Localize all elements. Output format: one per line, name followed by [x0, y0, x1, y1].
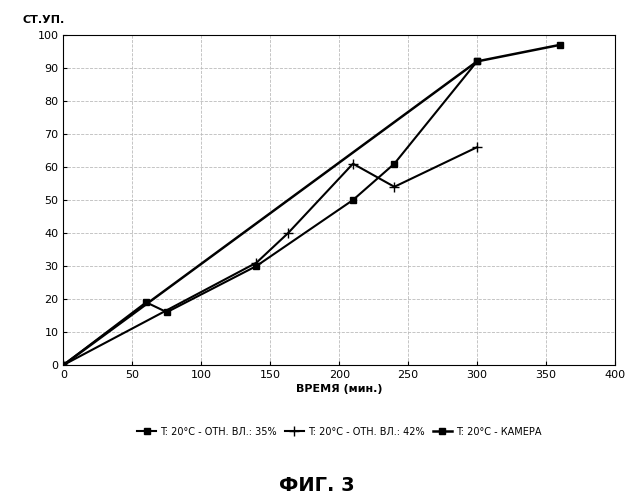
T: 20°C - ОТН. ВЛ.: 42%: (240, 54): 20°C - ОТН. ВЛ.: 42%: (240, 54) [391, 184, 398, 190]
T: 20°C - КАМЕРА: (360, 97): 20°C - КАМЕРА: (360, 97) [556, 42, 564, 48]
Line: T: 20°C - ОТН. ВЛ.: 42%: T: 20°C - ОТН. ВЛ.: 42% [58, 142, 482, 370]
T: 20°C - ОТН. ВЛ.: 35%: (240, 61): 20°C - ОТН. ВЛ.: 35%: (240, 61) [391, 160, 398, 166]
T: 20°C - ОТН. ВЛ.: 42%: (163, 40): 20°C - ОТН. ВЛ.: 42%: (163, 40) [285, 230, 292, 236]
T: 20°C - ОТН. ВЛ.: 35%: (210, 50): 20°C - ОТН. ВЛ.: 35%: (210, 50) [349, 197, 357, 203]
T: 20°C - ОТН. ВЛ.: 42%: (0, 0): 20°C - ОТН. ВЛ.: 42%: (0, 0) [60, 362, 67, 368]
T: 20°C - ОТН. ВЛ.: 35%: (60, 19): 20°C - ОТН. ВЛ.: 35%: (60, 19) [142, 300, 150, 306]
X-axis label: ВРЕМЯ (мин.): ВРЕМЯ (мин.) [296, 384, 382, 394]
T: 20°C - КАМЕРА: (0, 0): 20°C - КАМЕРА: (0, 0) [60, 362, 67, 368]
Legend: T: 20°C - ОТН. ВЛ.: 35%, T: 20°C - ОТН. ВЛ.: 42%, T: 20°C - КАМЕРА: T: 20°C - ОТН. ВЛ.: 35%, T: 20°C - ОТН. … [133, 422, 545, 440]
T: 20°C - ОТН. ВЛ.: 42%: (300, 66): 20°C - ОТН. ВЛ.: 42%: (300, 66) [473, 144, 481, 150]
T: 20°C - ОТН. ВЛ.: 42%: (140, 31): 20°C - ОТН. ВЛ.: 42%: (140, 31) [252, 260, 261, 266]
T: 20°C - ОТН. ВЛ.: 35%: (300, 92): 20°C - ОТН. ВЛ.: 35%: (300, 92) [473, 58, 481, 64]
T: 20°C - КАМЕРА: (300, 92): 20°C - КАМЕРА: (300, 92) [473, 58, 481, 64]
T: 20°C - ОТН. ВЛ.: 35%: (140, 30): 20°C - ОТН. ВЛ.: 35%: (140, 30) [252, 263, 261, 269]
Line: T: 20°C - ОТН. ВЛ.: 35%: T: 20°C - ОТН. ВЛ.: 35% [61, 58, 480, 368]
T: 20°C - ОТН. ВЛ.: 35%: (0, 0): 20°C - ОТН. ВЛ.: 35%: (0, 0) [60, 362, 67, 368]
Text: СТ.УП.: СТ.УП. [22, 15, 64, 25]
Text: ФИГ. 3: ФИГ. 3 [279, 476, 355, 495]
T: 20°C - ОТН. ВЛ.: 42%: (210, 61): 20°C - ОТН. ВЛ.: 42%: (210, 61) [349, 160, 357, 166]
T: 20°C - ОТН. ВЛ.: 35%: (75, 16): 20°C - ОТН. ВЛ.: 35%: (75, 16) [163, 309, 171, 315]
Line: T: 20°C - КАМЕРА: T: 20°C - КАМЕРА [61, 42, 562, 368]
